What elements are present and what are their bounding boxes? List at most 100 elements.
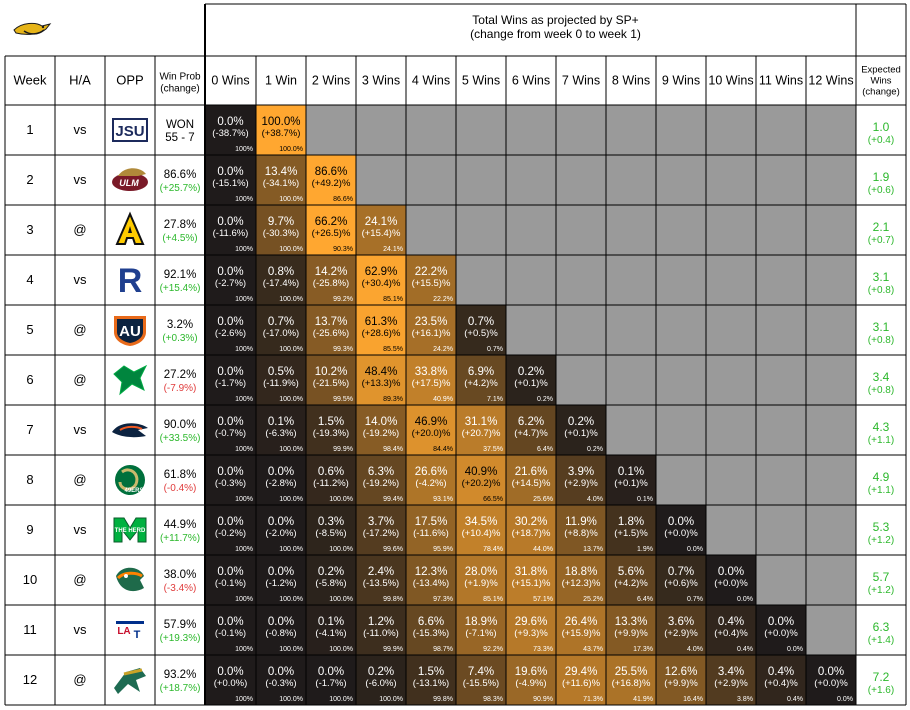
cell-prob: 0.5% (268, 366, 294, 378)
cell-cumulative: 95.9% (433, 546, 453, 553)
cell-cumulative: 99.4% (383, 496, 403, 503)
prob-cell (556, 605, 606, 655)
header-win-column: 3 Wins (362, 74, 400, 88)
cell-cumulative: 100.0% (279, 296, 303, 303)
prob-cell (506, 355, 556, 405)
uab-logo-icon (114, 668, 146, 694)
cell-cumulative: 100% (235, 696, 253, 703)
empty-cell (706, 155, 756, 205)
header-win-column: 4 Wins (412, 74, 450, 88)
svg-text:T: T (134, 629, 141, 641)
cell-change: (-15.3%) (413, 628, 449, 639)
cell-cumulative: 43.7% (583, 646, 603, 653)
cell-prob: 0.0% (217, 666, 243, 678)
cell-change: (-13.4%) (413, 578, 449, 589)
svg-text:ULM: ULM (119, 178, 139, 188)
cell-prob: 29.4% (565, 666, 598, 678)
cell-cumulative: 57.1% (533, 596, 553, 603)
jsu-logo-icon: JSU (112, 118, 148, 142)
prob-cell (205, 305, 256, 355)
cell-prob: 0.0% (268, 666, 294, 678)
empty-cell (706, 455, 756, 505)
cell-change: (-19.2%) (363, 428, 399, 439)
empty-cell (756, 555, 806, 605)
week-number: 3 (26, 222, 33, 237)
cell-cumulative: 100% (235, 396, 253, 403)
cell-prob: 31.1% (465, 416, 498, 428)
cell-prob: 0.4% (718, 616, 744, 628)
empty-cell (806, 455, 856, 505)
expected-wins: 3.1 (873, 270, 890, 284)
golden-eagle-logo-icon (13, 22, 52, 35)
cell-cumulative: 99.6% (383, 546, 403, 553)
expected-wins: 1.9 (873, 170, 890, 184)
prob-cell (306, 405, 356, 455)
cell-change: (-15.5%) (463, 678, 499, 689)
cell-cumulative: 100.0% (279, 396, 303, 403)
empty-cell (456, 155, 506, 205)
cell-change: (+0.0)% (664, 528, 698, 539)
cell-prob: 31.8% (515, 566, 548, 578)
cell-change: (+9.9)% (614, 628, 648, 639)
prob-cell (306, 505, 356, 555)
empty-cell (806, 505, 856, 555)
cell-prob: 0.0% (268, 566, 294, 578)
prob-cell (606, 555, 656, 605)
cell-change: (-2.6%) (215, 328, 246, 339)
empty-cell (806, 105, 856, 155)
cell-prob: 0.2% (518, 366, 544, 378)
cell-prob: 0.2% (368, 666, 394, 678)
prob-cell (506, 455, 556, 505)
cell-change: (+2.9)% (664, 628, 698, 639)
prob-cell (506, 605, 556, 655)
empty-cell (706, 405, 756, 455)
cell-cumulative: 100% (235, 596, 253, 603)
cell-change: (-7.1%) (465, 628, 496, 639)
cell-change: (+0.5)% (464, 328, 498, 339)
cell-prob: 10.2% (315, 366, 348, 378)
empty-cell (806, 305, 856, 355)
cell-prob: 9.7% (268, 216, 294, 228)
win-prob-change: (-7.9%) (164, 383, 197, 394)
prob-cell (256, 355, 306, 405)
expected-wins: 5.3 (873, 520, 890, 534)
prob-cell (456, 605, 506, 655)
ulm-logo-icon: ULM (112, 168, 148, 191)
expected-wins-change: (+1.4) (868, 635, 894, 646)
cell-cumulative: 0.2% (537, 396, 553, 403)
cell-change: (+20.0)% (412, 428, 451, 439)
cell-cumulative: 100% (235, 496, 253, 503)
expected-wins: 4.9 (873, 470, 890, 484)
prob-cell (456, 555, 506, 605)
win-prob-change: (+33.5%) (160, 433, 201, 444)
empty-cell (706, 305, 756, 355)
charlotte-logo-icon: 49ERS (115, 465, 145, 495)
chart-title: Total Wins as projected by SP+ (472, 13, 638, 27)
cell-change: (-4.2%) (415, 478, 446, 489)
prob-cell (205, 405, 256, 455)
cell-prob: 0.0% (268, 616, 294, 628)
prob-cell (406, 405, 456, 455)
cell-change: (-4.1%) (315, 628, 346, 639)
home-away: @ (73, 472, 86, 487)
louisiana-tech-logo-icon: LA T (114, 620, 146, 641)
cell-prob: 0.0% (217, 466, 243, 478)
prob-cell (756, 605, 806, 655)
prob-cell (456, 355, 506, 405)
cell-cumulative: 41.9% (633, 696, 653, 703)
win-prob-change: (-3.4%) (164, 583, 197, 594)
empty-cell (656, 355, 706, 405)
prob-cell (656, 605, 706, 655)
cell-prob: 3.9% (568, 466, 594, 478)
cell-prob: 13.3% (615, 616, 648, 628)
cell-change: (-38.7%) (212, 128, 248, 139)
prob-cell (356, 655, 406, 705)
cell-change: (+0.0)% (764, 628, 798, 639)
prob-cell (306, 555, 356, 605)
cell-change: (-1.2%) (265, 578, 296, 589)
cell-cumulative: 24.2% (433, 346, 453, 353)
cell-change: (-25.6%) (313, 328, 349, 339)
prob-cell (256, 605, 306, 655)
cell-prob: 6.2% (518, 416, 544, 428)
